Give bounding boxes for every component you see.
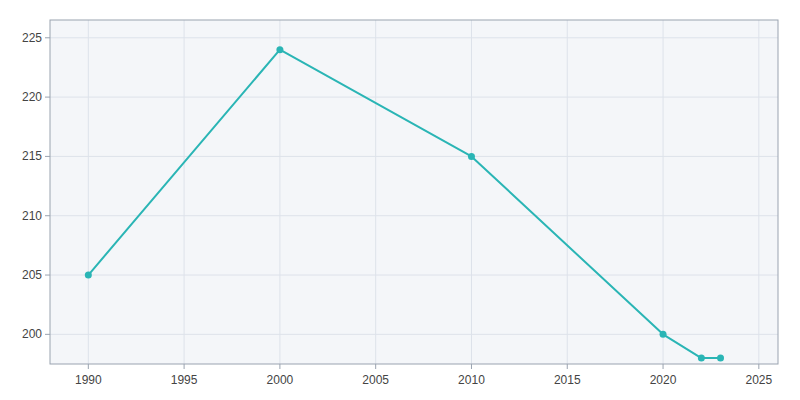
y-grid-line xyxy=(50,275,778,276)
x-grid-line xyxy=(471,20,472,364)
y-tick-label: 210 xyxy=(22,209,42,223)
grid xyxy=(50,20,778,364)
x-tick-label: 2000 xyxy=(267,373,294,387)
y-grid-line xyxy=(50,37,778,38)
y-tick xyxy=(45,156,50,157)
y-tick xyxy=(45,334,50,335)
y-tick-label: 215 xyxy=(22,149,42,163)
y-tick xyxy=(45,37,50,38)
plot-frame xyxy=(50,20,778,364)
x-grid-line xyxy=(758,20,759,364)
plot-background xyxy=(50,20,778,364)
x-grid-line xyxy=(88,20,89,364)
point xyxy=(468,153,475,160)
point xyxy=(698,355,705,362)
point xyxy=(660,331,667,338)
y-tick xyxy=(45,275,50,276)
x-tick xyxy=(279,364,280,369)
x-tick-label: 1990 xyxy=(75,373,102,387)
y-grid-line xyxy=(50,97,778,98)
y-grid-line xyxy=(50,156,778,157)
y-grid-line xyxy=(50,334,778,335)
y-tick-label: 220 xyxy=(22,90,42,104)
x-grid-line xyxy=(184,20,185,364)
x-tick-label: 1995 xyxy=(171,373,198,387)
x-tick xyxy=(375,364,376,369)
x-grid-line xyxy=(375,20,376,364)
y-tick xyxy=(45,215,50,216)
chart-svg: 1990 1995 2000 2005 2010 2015 2020 2025 200 205 21… xyxy=(0,0,800,400)
x-tick-label: 2005 xyxy=(362,373,389,387)
x-tick xyxy=(184,364,185,369)
x-tick xyxy=(88,364,89,369)
x-tick-label: 2025 xyxy=(745,373,772,387)
point xyxy=(276,46,283,53)
x-grid-line xyxy=(567,20,568,364)
chart-container: 1990 1995 2000 2005 2010 2015 2020 2025 200 205 21… xyxy=(0,0,800,400)
series xyxy=(85,46,724,361)
x-grid-line xyxy=(279,20,280,364)
x-tick xyxy=(663,364,664,369)
x-tick-label: 2015 xyxy=(554,373,581,387)
point xyxy=(85,272,92,279)
y-grid-line xyxy=(50,215,778,216)
axes: 1990 1995 2000 2005 2010 2015 2020 2025 200 205 21… xyxy=(22,31,773,387)
x-tick xyxy=(471,364,472,369)
point xyxy=(717,355,724,362)
x-tick xyxy=(758,364,759,369)
x-tick-label: 2020 xyxy=(650,373,677,387)
x-tick-label: 2010 xyxy=(458,373,485,387)
y-tick-label: 205 xyxy=(22,268,42,282)
y-tick xyxy=(45,97,50,98)
y-tick-label: 225 xyxy=(22,31,42,45)
x-grid-line xyxy=(663,20,664,364)
y-tick-label: 200 xyxy=(22,327,42,341)
line xyxy=(88,50,720,358)
x-tick xyxy=(567,364,568,369)
